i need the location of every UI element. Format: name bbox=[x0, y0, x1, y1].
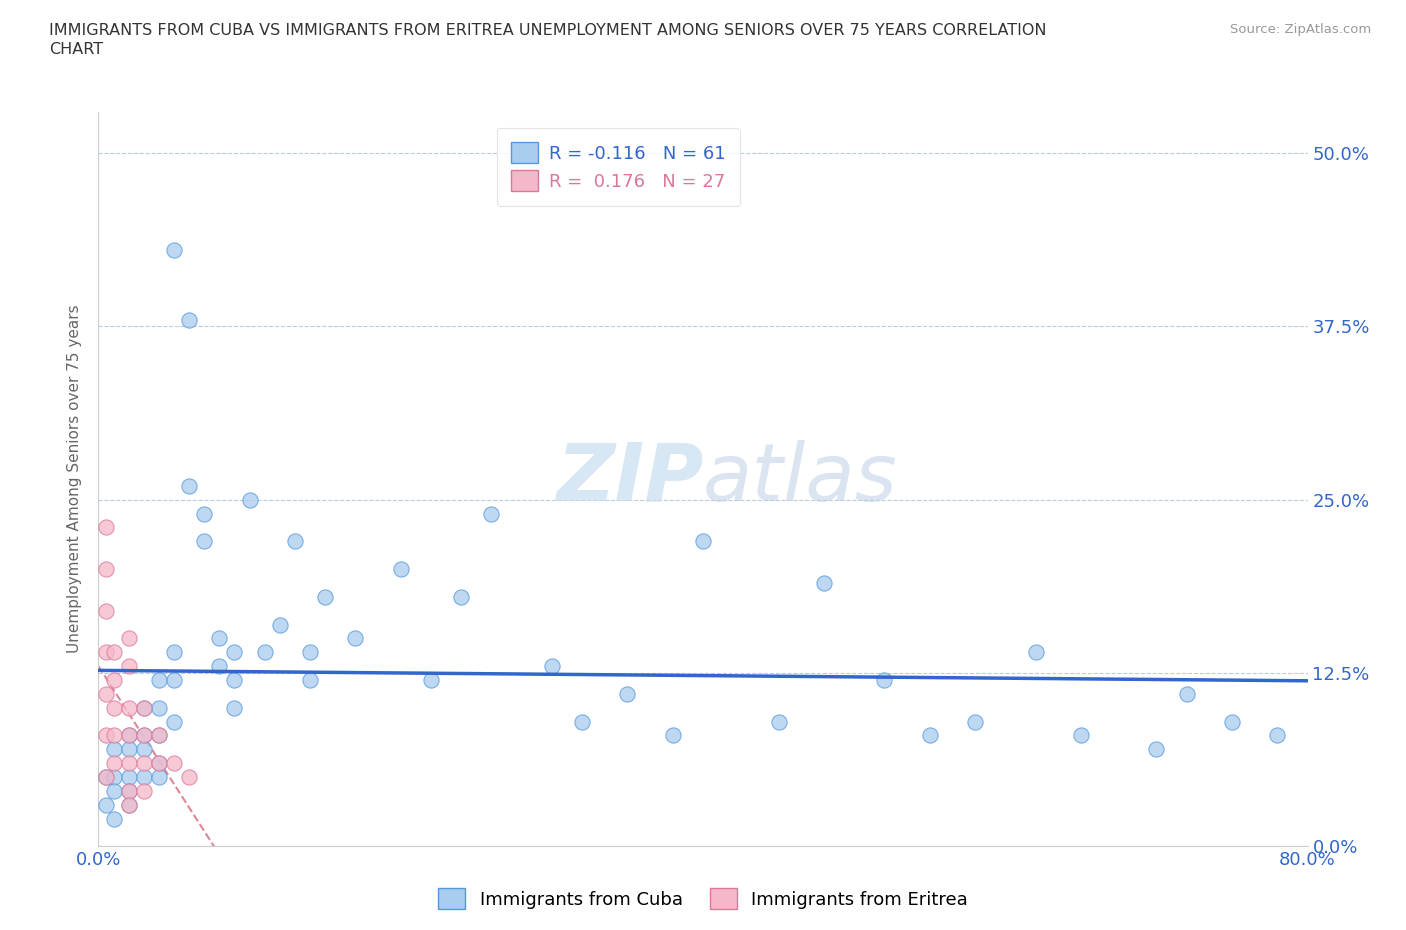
Point bbox=[148, 728, 170, 743]
Point bbox=[148, 756, 170, 771]
Point bbox=[179, 312, 201, 327]
Point bbox=[768, 714, 790, 729]
Point bbox=[132, 700, 155, 715]
Point bbox=[118, 797, 141, 812]
Point bbox=[284, 534, 307, 549]
Point bbox=[132, 769, 155, 784]
Point bbox=[118, 728, 141, 743]
Point bbox=[389, 562, 412, 577]
Point bbox=[118, 728, 141, 743]
Point bbox=[132, 728, 155, 743]
Point bbox=[103, 672, 125, 687]
Point bbox=[269, 618, 291, 632]
Point bbox=[132, 756, 155, 771]
Point bbox=[94, 686, 117, 701]
Point bbox=[94, 797, 117, 812]
Point bbox=[163, 672, 186, 687]
Point bbox=[299, 672, 322, 687]
Point bbox=[179, 769, 201, 784]
Point bbox=[94, 562, 117, 577]
Point bbox=[661, 728, 683, 743]
Point bbox=[132, 700, 155, 715]
Point bbox=[1175, 686, 1198, 701]
Legend: Immigrants from Cuba, Immigrants from Eritrea: Immigrants from Cuba, Immigrants from Er… bbox=[430, 881, 976, 916]
Point bbox=[193, 506, 215, 521]
Point bbox=[918, 728, 941, 743]
Point bbox=[224, 700, 246, 715]
Point bbox=[103, 728, 125, 743]
Point bbox=[571, 714, 593, 729]
Point bbox=[253, 644, 276, 659]
Point bbox=[94, 644, 117, 659]
Point bbox=[94, 728, 117, 743]
Point bbox=[103, 783, 125, 798]
Point bbox=[208, 631, 231, 645]
Text: CHART: CHART bbox=[49, 42, 103, 57]
Point bbox=[193, 534, 215, 549]
Point bbox=[1024, 644, 1046, 659]
Point bbox=[163, 644, 186, 659]
Point bbox=[94, 520, 117, 535]
Point bbox=[148, 728, 170, 743]
Point bbox=[224, 672, 246, 687]
Point bbox=[118, 797, 141, 812]
Point bbox=[540, 658, 562, 673]
Point bbox=[148, 700, 170, 715]
Point bbox=[118, 658, 141, 673]
Point bbox=[420, 672, 443, 687]
Y-axis label: Unemployment Among Seniors over 75 years: Unemployment Among Seniors over 75 years bbox=[67, 305, 83, 653]
Point bbox=[132, 728, 155, 743]
Point bbox=[94, 769, 117, 784]
Point bbox=[103, 644, 125, 659]
Point bbox=[103, 756, 125, 771]
Point bbox=[118, 700, 141, 715]
Point bbox=[118, 756, 141, 771]
Point bbox=[118, 769, 141, 784]
Point bbox=[148, 756, 170, 771]
Point bbox=[314, 590, 336, 604]
Point bbox=[132, 783, 155, 798]
Point bbox=[299, 644, 322, 659]
Point bbox=[163, 243, 186, 258]
Point bbox=[616, 686, 638, 701]
Point bbox=[148, 672, 170, 687]
Point bbox=[344, 631, 367, 645]
Point bbox=[208, 658, 231, 673]
Point bbox=[103, 700, 125, 715]
Point bbox=[692, 534, 714, 549]
Point bbox=[965, 714, 987, 729]
Point bbox=[103, 769, 125, 784]
Point bbox=[873, 672, 896, 687]
Point bbox=[450, 590, 472, 604]
Text: IMMIGRANTS FROM CUBA VS IMMIGRANTS FROM ERITREA UNEMPLOYMENT AMONG SENIORS OVER : IMMIGRANTS FROM CUBA VS IMMIGRANTS FROM … bbox=[49, 23, 1046, 38]
Point bbox=[94, 769, 117, 784]
Point bbox=[103, 811, 125, 826]
Point bbox=[163, 756, 186, 771]
Point bbox=[1267, 728, 1289, 743]
Point bbox=[118, 631, 141, 645]
Point bbox=[179, 478, 201, 493]
Legend: R = -0.116   N = 61, R =  0.176   N = 27: R = -0.116 N = 61, R = 0.176 N = 27 bbox=[496, 128, 740, 206]
Point bbox=[813, 576, 835, 591]
Point bbox=[118, 742, 141, 757]
Point bbox=[481, 506, 503, 521]
Point bbox=[118, 783, 141, 798]
Text: atlas: atlas bbox=[703, 440, 898, 518]
Point bbox=[163, 714, 186, 729]
Point bbox=[94, 604, 117, 618]
Point bbox=[103, 742, 125, 757]
Point bbox=[148, 769, 170, 784]
Point bbox=[239, 492, 262, 507]
Point bbox=[224, 644, 246, 659]
Point bbox=[118, 783, 141, 798]
Point bbox=[1144, 742, 1167, 757]
Text: ZIP: ZIP bbox=[555, 440, 703, 518]
Text: Source: ZipAtlas.com: Source: ZipAtlas.com bbox=[1230, 23, 1371, 36]
Point bbox=[1070, 728, 1092, 743]
Point bbox=[132, 742, 155, 757]
Point bbox=[1220, 714, 1243, 729]
